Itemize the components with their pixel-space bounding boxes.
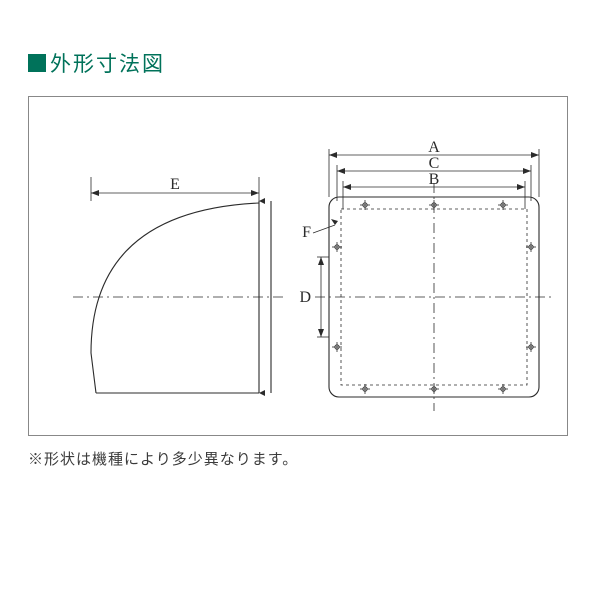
svg-text:E: E bbox=[170, 176, 180, 193]
section-heading: 外形寸法図 bbox=[28, 48, 572, 78]
svg-text:D: D bbox=[299, 289, 311, 306]
diagram-frame: E ACB D F bbox=[28, 96, 568, 436]
footnote: ※形状は機種により多少異なります。 bbox=[28, 448, 572, 469]
svg-text:F: F bbox=[302, 224, 311, 241]
dimension-drawing: E ACB D F bbox=[29, 97, 569, 437]
heading-text: 外形寸法図 bbox=[50, 48, 165, 78]
svg-text:C: C bbox=[429, 155, 440, 172]
heading-square-icon bbox=[28, 54, 46, 72]
svg-text:B: B bbox=[429, 171, 440, 188]
svg-text:A: A bbox=[428, 139, 440, 156]
